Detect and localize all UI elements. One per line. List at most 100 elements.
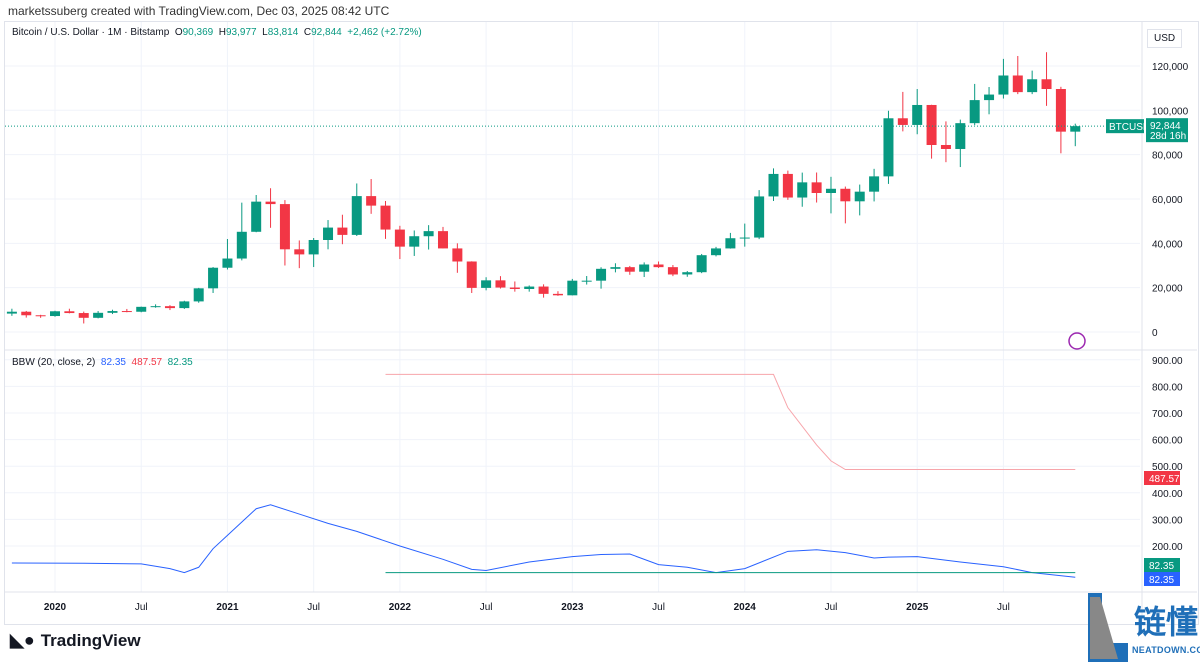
candle-body [552,293,563,296]
open-value: 90,369 [182,27,214,38]
watermark-logo-icon [1088,593,1128,662]
bbw-tick: 700.00 [1152,409,1183,420]
candle-body [380,205,391,230]
bbw-tick: 400.00 [1152,489,1183,500]
high-label: H [218,27,226,38]
candle-body [739,237,750,239]
candle-body [897,118,908,125]
candle-body [251,201,262,232]
candle-body [1027,79,1038,93]
candle-body [50,311,60,317]
candle-body [567,280,578,296]
bbw-value-tag: 82.35 [1149,561,1174,572]
price-tick: 20,000 [1152,284,1183,295]
candle-body [682,272,693,275]
time-tick: 2021 [216,602,239,613]
brand-name: TradingView [40,630,141,650]
candle-body [667,267,678,275]
time-tick: Jul [480,602,493,613]
candle-body [193,288,204,302]
price-tag-symbol-bg [1106,119,1144,134]
candle-body [984,94,995,101]
candle-body [538,286,549,294]
candle-body [366,196,377,206]
candle-body [754,196,765,238]
candle-body [93,312,104,318]
time-tick: 2024 [734,602,757,613]
bbw-tick: 300.00 [1152,515,1183,526]
candle-body [265,201,276,205]
indicator-value-1: 82.35 [100,357,126,368]
time-tick: Jul [825,602,838,613]
candle-body [768,173,779,197]
candle-body [437,231,448,249]
candle-body [121,311,132,313]
low-value: 83,814 [267,27,299,38]
bbw-tick: 200.00 [1152,542,1183,553]
bbw-tick: 500.00 [1152,462,1183,473]
tradingview-icon: ◣● [10,630,35,650]
candle-body [208,267,219,289]
bbw-tick: 600.00 [1152,436,1183,447]
candle-body [1070,126,1081,132]
bbw-value-tag-bg [1144,572,1180,586]
candle-body [940,144,951,149]
tradingview-logo: ◣● TradingView [10,630,141,651]
high-value: 93,977 [226,27,257,38]
candle-body [969,100,980,124]
candle-body [150,306,161,308]
indicator-legend[interactable]: BBW (20, close, 2) 82.35 487.57 82.35 [12,357,193,368]
watermark-text: 链懂 [1134,604,1199,640]
price-tag-symbol: BTCUSD [1109,122,1150,133]
price-tick: 100,000 [1152,106,1189,117]
candle-body [581,280,592,282]
currency-button[interactable]: USD [1147,29,1183,48]
price-tick: 0 [1152,328,1158,339]
candle-body [840,188,851,202]
price-tick: 60,000 [1152,195,1183,206]
candle-body [797,182,808,198]
time-tick: Jul [307,602,320,613]
candle-body [323,227,334,240]
candle-body [639,264,650,272]
candle-body [854,191,865,202]
candle-body [64,311,75,314]
chart-frame [4,21,1199,625]
candle-body [107,311,118,313]
indicator-value-3: 82.35 [167,357,193,368]
symbol-legend: Bitcoin / U.S. Dollar · 1M · Bitstamp O9… [12,27,422,38]
candle-body [409,236,420,247]
candle-body [509,287,520,289]
candle-body [524,286,535,289]
bbw-tick: 800.00 [1152,382,1183,393]
candle-body [466,261,477,288]
candle-body [825,188,836,193]
candle-body [222,258,233,268]
candle-body [423,231,434,237]
candle-body [21,311,32,316]
change-value: +2,462 (+2.72%) [347,27,422,38]
close-label: C [303,27,312,38]
low-label: L [262,27,268,38]
candle-body [6,311,17,314]
bbw-value-tag-bg [1144,471,1180,485]
time-tick: Jul [652,602,665,613]
bbw-line [11,504,1076,578]
candle-body [78,313,89,318]
price-tick: 80,000 [1152,151,1183,162]
candle-body [912,104,923,125]
attribution: marketssuberg created with TradingView.c… [8,4,390,18]
price-tag-bg [1146,118,1188,143]
time-tick: 2023 [561,602,584,613]
candle-body [179,301,190,309]
bbw-value-tag: 82.35 [1149,575,1174,586]
candle-body [725,238,736,249]
bbw-value-tag-bg [1144,558,1180,572]
candle-body [1055,89,1066,132]
time-tick: 2025 [906,602,929,613]
candle-body [624,267,635,272]
candle-body [294,249,305,255]
candle-body [696,255,707,273]
candle-body [811,182,822,193]
